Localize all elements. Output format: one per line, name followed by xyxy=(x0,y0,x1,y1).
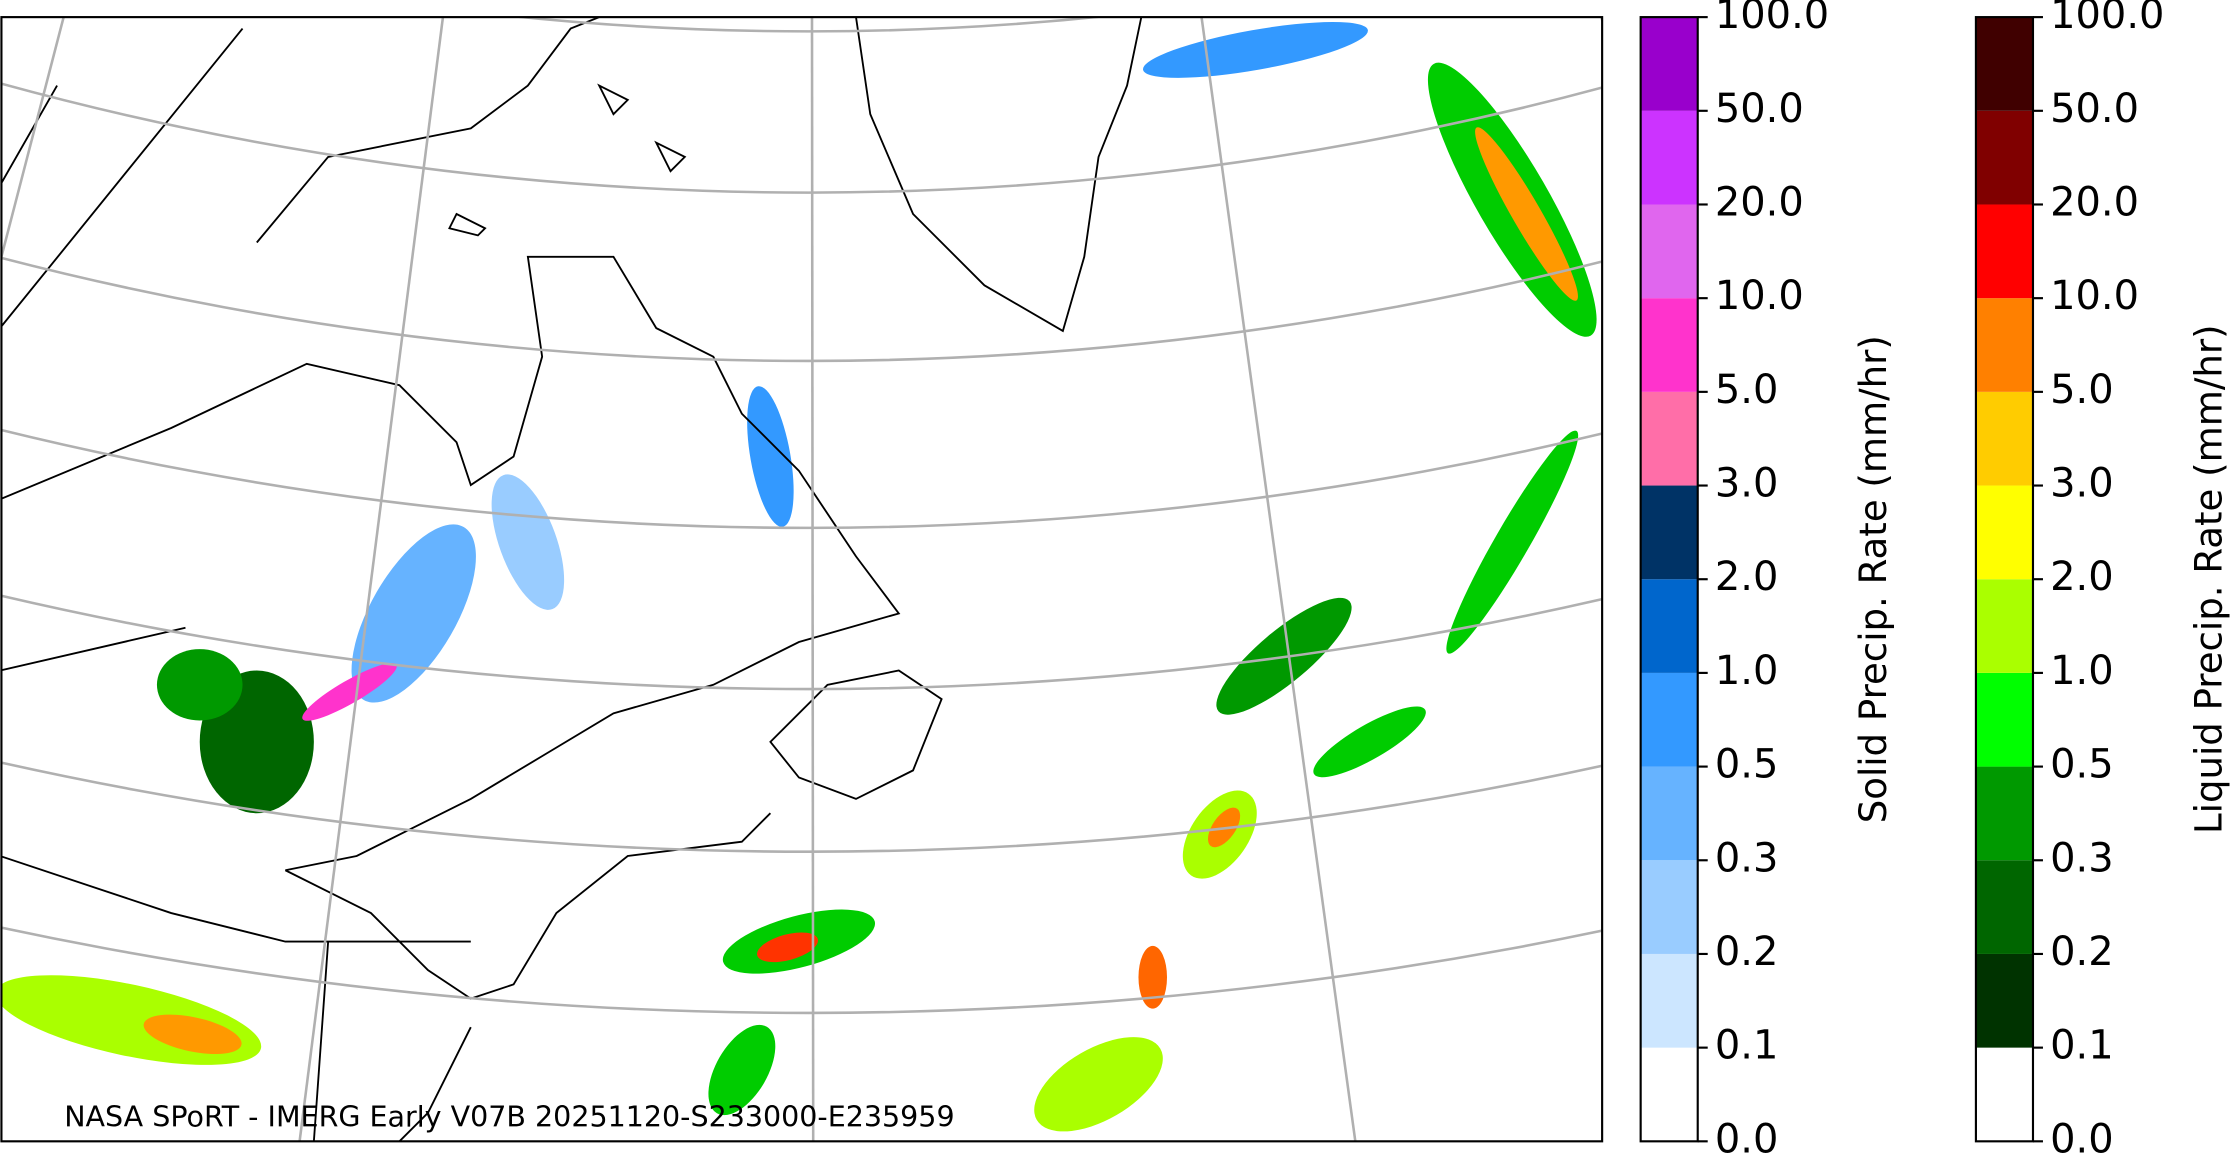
colorbar-tick-label: 0.3 xyxy=(2050,835,2114,881)
colorbar-segment xyxy=(1975,17,2033,111)
rain-core xyxy=(757,932,819,963)
arctic-coast xyxy=(256,17,600,244)
islands xyxy=(448,83,687,237)
snow-area xyxy=(351,524,476,703)
colorbar-tick-label: 3.0 xyxy=(1715,461,1779,507)
snow-area xyxy=(747,386,794,527)
colorbar-segment xyxy=(1640,485,1698,580)
colorbar-tick-label: 20.0 xyxy=(2050,179,2139,225)
colorbar-tick-label: 100.0 xyxy=(1715,0,1829,38)
latitude-line xyxy=(1,925,1603,1014)
colorbar-tick-label: 0.5 xyxy=(1715,742,1779,788)
coastlines xyxy=(1,17,1143,1142)
colorbar-tick-label: 2.0 xyxy=(2050,554,2114,600)
colorbar-label: Solid Precip. Rate (mm/hr) xyxy=(1852,335,1895,823)
colorbar-tick-label: 50.0 xyxy=(1715,86,1804,132)
colorbar-segment xyxy=(1975,391,2033,486)
rain-area xyxy=(708,1024,776,1116)
colorbar-tick-label: 5.0 xyxy=(1715,367,1779,413)
greenland-coast xyxy=(855,17,1143,333)
colorbar-tick-label: 0.2 xyxy=(2050,929,2114,975)
colorbar-segment xyxy=(1640,766,1698,861)
snow-area xyxy=(491,474,565,610)
graticule xyxy=(1,17,1603,1142)
map-frame xyxy=(0,16,1604,1143)
latitude-line xyxy=(1,761,1603,852)
colorbar-tick-label: 0.1 xyxy=(1715,1023,1779,1069)
colorbar-tick-label: 1.0 xyxy=(1715,648,1779,694)
colorbar-segment xyxy=(1975,579,2033,673)
colorbar-segment xyxy=(1640,17,1698,111)
colorbar-tick-label: 0.0 xyxy=(1715,1116,1779,1162)
colorbar-segment xyxy=(1975,953,2033,1048)
precipitation xyxy=(1,22,1597,1132)
colorbars: 0.0 0.1 0.2 0.3 0.5 1.0 2.0 3.0 5.0 10.0 20.0 50.0 1… xyxy=(1639,0,2230,1162)
colorbar-tick-label: 0.5 xyxy=(2050,742,2114,788)
rain-core xyxy=(1475,127,1578,301)
colorbar-tick-label: 3.0 xyxy=(2050,461,2114,507)
colorbar-segment xyxy=(1640,953,1698,1048)
colorbar-tick-label: 5.0 xyxy=(2050,367,2114,413)
quebec-labrador-coast xyxy=(1,255,901,872)
colorbar-segment xyxy=(1640,860,1698,954)
colorbar-segment xyxy=(1975,204,2033,299)
colorbar-tick-label: 100.0 xyxy=(2050,0,2164,38)
colorbar-segment xyxy=(1975,110,2033,205)
colorbar-segment xyxy=(1975,672,2033,767)
newfoundland xyxy=(769,669,943,800)
colorbar-tick-label: 0.0 xyxy=(2050,1116,2114,1162)
colorbar-tick-label: 2.0 xyxy=(1715,554,1779,600)
colorbar-segment xyxy=(1975,1047,2033,1142)
colorbar-segment xyxy=(1640,204,1698,299)
colorbar-tick-label: 0.1 xyxy=(2050,1023,2114,1069)
meridian xyxy=(810,17,815,1142)
rain-core xyxy=(143,1014,242,1055)
rain-area xyxy=(1446,430,1579,654)
colorbar-label: Liquid Precip. Rate (mm/hr) xyxy=(2187,324,2230,834)
colorbar-segment xyxy=(1975,485,2033,580)
colorbar-segment xyxy=(1975,298,2033,392)
snow-core xyxy=(302,663,397,721)
latitude-line xyxy=(1,255,1603,362)
colorbar-tick-label: 1.0 xyxy=(2050,648,2114,694)
colorbar-segment xyxy=(1640,391,1698,486)
colorbar-tick-label: 50.0 xyxy=(2050,86,2139,132)
colorbar-tick-label: 20.0 xyxy=(1715,179,1804,225)
colorbar-tick-label: 0.2 xyxy=(1715,929,1779,975)
colorbar-segment xyxy=(1975,860,2033,954)
rain-area xyxy=(156,649,243,721)
colorbar-tick-label: 0.3 xyxy=(1715,835,1779,881)
rain-core xyxy=(1138,945,1168,1009)
meridian xyxy=(298,17,445,1142)
latitude-line xyxy=(1,82,1603,193)
us-coast xyxy=(398,1026,472,1142)
colorbar-segment xyxy=(1640,1047,1698,1142)
colorbar-segment xyxy=(1640,672,1698,767)
rain-area xyxy=(1034,1037,1163,1132)
colorbar-segment xyxy=(1640,110,1698,205)
colorbar-segment xyxy=(1640,298,1698,392)
maritime-coast xyxy=(284,812,772,1000)
latitude-line xyxy=(518,17,1100,32)
colorbar-segment xyxy=(1975,766,2033,861)
latitude-line xyxy=(1,427,1603,529)
rain-area xyxy=(1313,706,1426,778)
colorbar-tick-label: 10.0 xyxy=(2050,273,2139,319)
borders xyxy=(1,27,471,1142)
snow-area xyxy=(1143,22,1368,78)
latitude-line xyxy=(1,593,1603,690)
colorbar-segment xyxy=(1640,579,1698,673)
credit: NASA SPoRT - IMERG Early V07B 20251120-S… xyxy=(64,1100,954,1133)
colorbar-tick-label: 10.0 xyxy=(1715,273,1804,319)
meridian xyxy=(1200,17,1357,1142)
